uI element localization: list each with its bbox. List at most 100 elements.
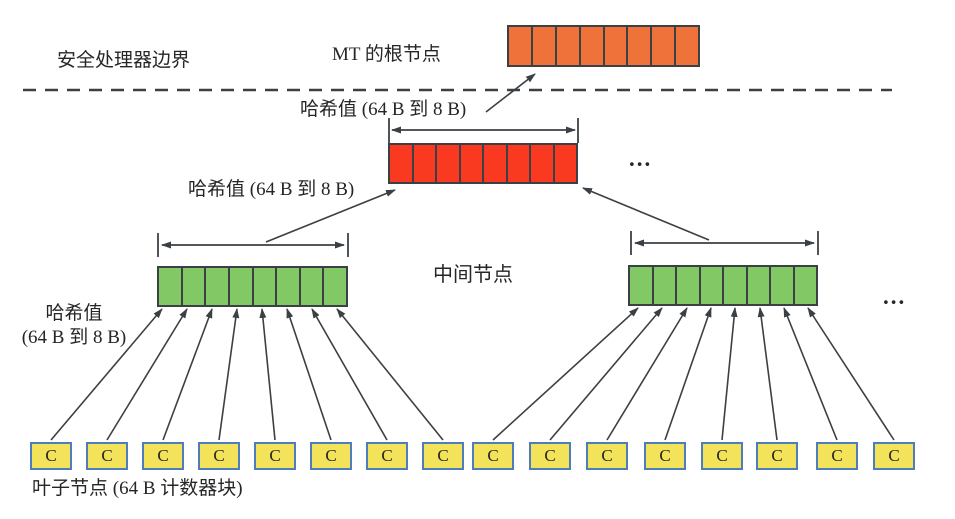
node-cell (557, 27, 581, 65)
leaf-caption-label: 叶子节点 (64 B 计数器块) (32, 478, 243, 499)
node-cell (724, 267, 748, 304)
leaf-arrow (664, 307, 712, 441)
leaf-letter: C (101, 446, 113, 465)
leaf-arrow (549, 307, 663, 441)
node-cell (254, 268, 278, 305)
leaf-arrow (259, 308, 276, 441)
root-node-label: MT 的根节点 (332, 44, 441, 65)
leaf-counter-block: C (254, 442, 296, 470)
leaf-letter: C (888, 446, 900, 465)
node-cell (230, 268, 254, 305)
node-cell (605, 27, 629, 65)
leaf-counter-block: C (644, 442, 686, 470)
leaf-letter: C (487, 446, 499, 465)
leaf-arrow (721, 307, 738, 441)
left-intermediate-to-hash-arrow (265, 189, 396, 243)
leaf-arrow (218, 308, 240, 441)
leaf-letter: C (325, 446, 337, 465)
leaf-letter: C (213, 446, 225, 465)
hash-to-root-arrow (485, 73, 536, 113)
leaf-arrow (162, 308, 213, 441)
leaf-arrow (783, 307, 838, 441)
node-cell (461, 145, 484, 182)
leaf-arrow (50, 308, 163, 441)
node-cell (748, 267, 771, 304)
ellipsis-top: ... (629, 146, 653, 171)
leaf-letter: C (269, 446, 281, 465)
node-cell (484, 145, 508, 182)
node-cell (183, 268, 207, 305)
leaf-counter-block: C (701, 442, 743, 470)
intermediate-node-bar-left (157, 266, 348, 307)
hash-value-label-left: 哈希值 (64 B 到 8 B) (8, 302, 140, 350)
node-cell (159, 268, 183, 305)
hash-value-label-mid: 哈希值 (64 B 到 8 B) (188, 179, 355, 200)
leaf-letter: C (659, 446, 671, 465)
leaf-letter: C (601, 446, 613, 465)
leaf-letter: C (716, 446, 728, 465)
leaf-arrow (311, 308, 388, 441)
leaf-arrow (757, 307, 778, 441)
leaf-arrows-left (50, 308, 444, 441)
hash-node-bar (388, 143, 578, 184)
node-cell (795, 267, 817, 304)
leaf-counter-block: C (86, 442, 128, 470)
leaf-arrow (286, 308, 332, 441)
right-intermediate-span-arrow (630, 231, 819, 255)
leaf-arrow (336, 308, 444, 441)
leaf-counter-block: C (586, 442, 628, 470)
leaf-counter-block: C (816, 442, 858, 470)
root-node-bar (507, 25, 700, 67)
leaf-letter: C (544, 446, 556, 465)
leaf-letter: C (771, 446, 783, 465)
leaf-letter: C (45, 446, 57, 465)
leaf-arrow (807, 307, 895, 441)
node-cell (531, 145, 555, 182)
leaf-counter-block: C (529, 442, 571, 470)
node-cell (206, 268, 230, 305)
leaf-counter-block: C (142, 442, 184, 470)
node-cell (676, 27, 698, 65)
leaf-counter-block: C (366, 442, 408, 470)
node-cell (581, 27, 605, 65)
leaf-letter: C (437, 446, 449, 465)
right-intermediate-to-hash-arrow (582, 187, 710, 241)
leaf-arrow (106, 308, 188, 441)
intermediate-node-label: 中间节点 (433, 264, 513, 286)
node-cell (533, 27, 557, 65)
leaf-letter: C (381, 446, 393, 465)
node-cell (701, 267, 724, 304)
hash-value-label-top: 哈希值 (64 B 到 8 B) (300, 99, 467, 120)
node-cell (555, 145, 577, 182)
left-intermediate-span-arrow (157, 233, 349, 257)
leaf-counter-block: C (310, 442, 352, 470)
node-cell (277, 268, 301, 305)
node-cell (630, 267, 654, 304)
node-cell (509, 27, 533, 65)
boundary-label: 安全处理器边界 (57, 50, 191, 71)
leaf-counter-block: C (198, 442, 240, 470)
leaf-counter-block: C (873, 442, 915, 470)
leaf-counter-block: C (472, 442, 514, 470)
intermediate-node-bar-right (628, 265, 818, 306)
leaf-letter: C (831, 446, 843, 465)
leaf-counter-block: C (422, 442, 464, 470)
hash-bar-span-arrow (388, 118, 579, 143)
hash-value-label-left-line1: 哈希值 (45, 303, 103, 324)
leaf-arrow (492, 307, 639, 441)
ellipsis-bottom: ... (883, 284, 907, 309)
node-cell (652, 27, 677, 65)
node-cell (414, 145, 437, 182)
leaf-arrow (606, 307, 688, 441)
node-cell (390, 145, 414, 182)
leaf-counter-block: C (30, 442, 72, 470)
node-cell (437, 145, 461, 182)
node-cell (654, 267, 677, 304)
node-cell (677, 267, 701, 304)
leaf-counter-block: C (756, 442, 798, 470)
hash-value-label-left-line2: (64 B 到 8 B) (21, 327, 127, 348)
node-cell (508, 145, 531, 182)
leaf-letter: C (157, 446, 169, 465)
